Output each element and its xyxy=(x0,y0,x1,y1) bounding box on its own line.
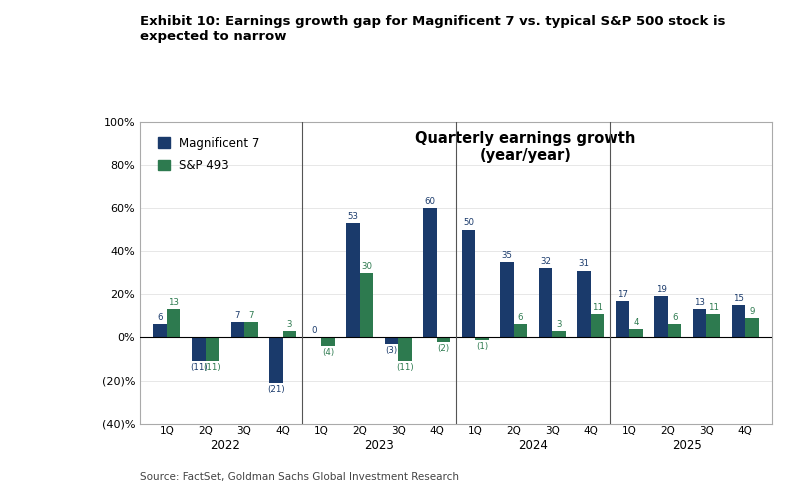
Bar xyxy=(500,262,514,337)
Text: 0: 0 xyxy=(312,326,317,335)
Text: 13: 13 xyxy=(168,298,179,307)
Bar xyxy=(578,271,591,337)
Text: 32: 32 xyxy=(540,257,551,266)
Bar xyxy=(360,273,373,337)
Bar xyxy=(514,324,527,337)
Bar xyxy=(630,329,643,337)
Bar xyxy=(321,337,334,346)
Text: 35: 35 xyxy=(502,251,513,260)
Legend: Magnificent 7, S&P 493: Magnificent 7, S&P 493 xyxy=(152,131,266,178)
Bar xyxy=(654,297,668,337)
Bar xyxy=(552,331,566,337)
Bar xyxy=(731,305,745,337)
Text: 31: 31 xyxy=(578,260,590,268)
Text: Source: FactSet, Goldman Sachs Global Investment Research: Source: FactSet, Goldman Sachs Global In… xyxy=(140,472,459,482)
Text: 15: 15 xyxy=(733,294,744,303)
Text: 60: 60 xyxy=(425,197,435,206)
Bar xyxy=(154,324,167,337)
Text: (2): (2) xyxy=(438,344,450,353)
Bar xyxy=(462,229,475,337)
Bar xyxy=(269,337,282,383)
Bar xyxy=(668,324,682,337)
Text: 19: 19 xyxy=(656,285,666,294)
Text: 11: 11 xyxy=(592,302,603,312)
Text: 7: 7 xyxy=(248,311,254,320)
Bar xyxy=(745,318,758,337)
Bar xyxy=(167,309,181,337)
Bar xyxy=(244,322,258,337)
Bar xyxy=(423,208,437,337)
Bar xyxy=(398,337,412,361)
Bar xyxy=(437,337,450,342)
Bar xyxy=(206,337,219,361)
Text: 6: 6 xyxy=(158,313,163,322)
Text: 4: 4 xyxy=(634,318,639,327)
Text: 2022: 2022 xyxy=(210,439,240,452)
Text: 7: 7 xyxy=(234,311,240,320)
Text: (3): (3) xyxy=(386,346,398,355)
Bar xyxy=(706,314,720,337)
Text: 2023: 2023 xyxy=(364,439,394,452)
Text: (21): (21) xyxy=(267,385,285,394)
Bar xyxy=(230,322,244,337)
Text: (11): (11) xyxy=(203,363,221,372)
Bar xyxy=(591,314,604,337)
Bar xyxy=(616,301,630,337)
Text: (1): (1) xyxy=(476,342,488,351)
Text: 2025: 2025 xyxy=(672,439,702,452)
Text: 53: 53 xyxy=(347,212,358,221)
Bar xyxy=(539,268,552,337)
Text: 30: 30 xyxy=(361,262,372,271)
Text: 3: 3 xyxy=(286,320,292,329)
Text: 9: 9 xyxy=(749,307,754,316)
Bar xyxy=(192,337,206,361)
Bar xyxy=(475,337,489,339)
Bar xyxy=(282,331,296,337)
Text: 6: 6 xyxy=(672,313,678,322)
Bar xyxy=(693,309,706,337)
Text: Quarterly earnings growth
(year/year): Quarterly earnings growth (year/year) xyxy=(415,131,636,163)
Text: (11): (11) xyxy=(190,363,207,372)
Text: 6: 6 xyxy=(518,313,523,322)
Text: 11: 11 xyxy=(708,302,718,312)
Text: (4): (4) xyxy=(322,348,334,357)
Text: 3: 3 xyxy=(556,320,562,329)
Bar xyxy=(385,337,398,344)
Text: 2024: 2024 xyxy=(518,439,548,452)
Text: Exhibit 10: Earnings growth gap for Magnificent 7 vs. typical S&P 500 stock is
e: Exhibit 10: Earnings growth gap for Magn… xyxy=(140,15,726,42)
Text: 17: 17 xyxy=(617,290,628,299)
Text: (11): (11) xyxy=(396,363,414,372)
Bar xyxy=(346,223,360,337)
Text: 13: 13 xyxy=(694,298,706,307)
Text: 50: 50 xyxy=(463,219,474,227)
